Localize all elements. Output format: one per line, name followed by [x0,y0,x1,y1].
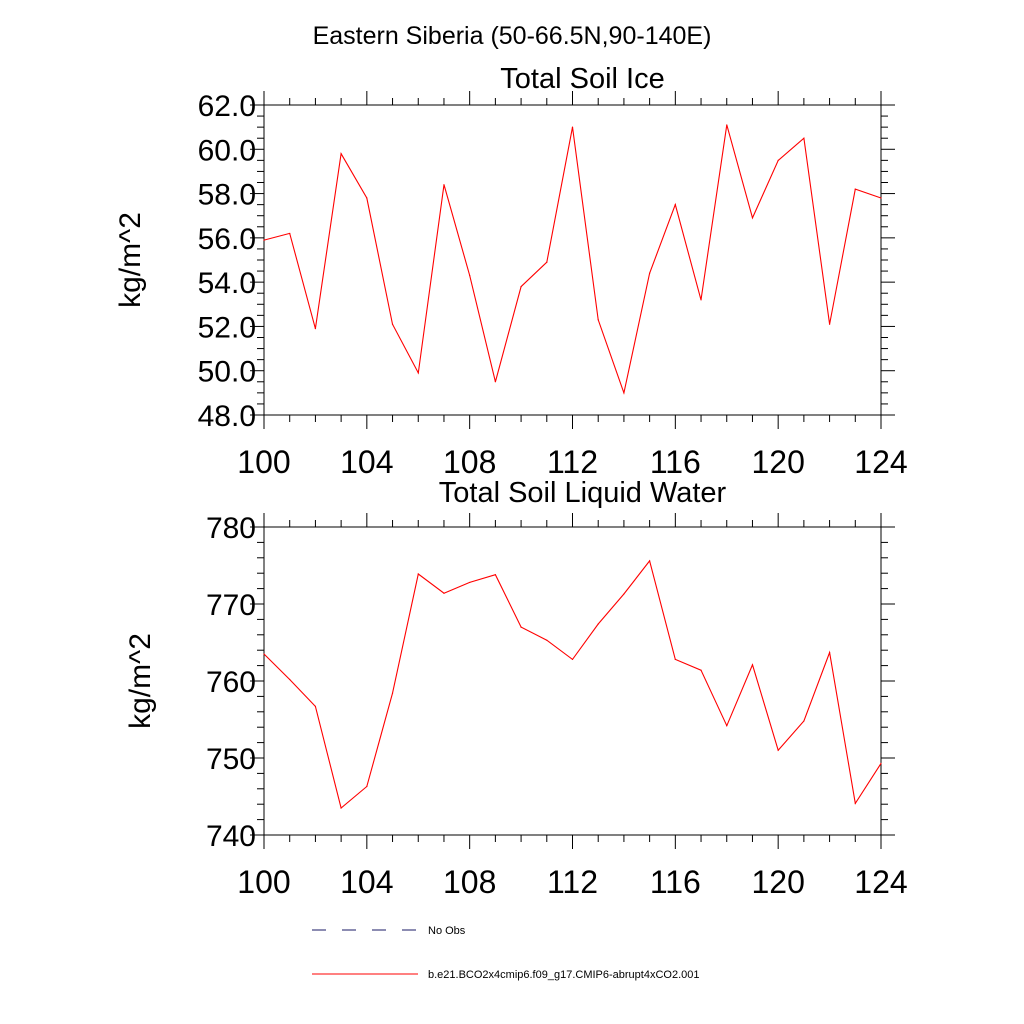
x-tick-label: 108 [443,864,496,900]
chart-title: Total Soil Ice [500,63,664,95]
data-point [314,328,317,330]
data-point [417,573,419,575]
data-point [340,807,342,809]
y-axis-label: kg/m^2 [114,212,147,308]
data-point [263,239,265,241]
y-axis-label: kg/m^2 [124,633,157,729]
data-point [366,785,368,788]
data-point [777,749,779,751]
data-point [443,184,445,186]
data-point [777,159,779,161]
legend: No Obs b.e21.BCO2x4cmip6.f09_g17.CMIP6-a… [312,925,700,981]
y-tick-label: 750 [206,743,256,776]
data-point [700,299,702,301]
data-point [726,124,728,126]
x-tick-label: 108 [443,444,496,480]
data-point [828,651,831,654]
data-point [391,692,394,694]
x-tick-label: 112 [547,864,598,900]
chart-panel-total-soil-ice: Total Soil Ice kg/m^2 100 104 108 112 116 120 12… [114,63,908,480]
x-tick-label: 100 [237,444,290,480]
data-point [674,204,676,206]
data-point [520,626,522,628]
data-point [597,623,599,625]
x-tick-label: 116 [650,864,701,900]
data-point [443,592,445,594]
data-point [751,217,754,219]
data-point [649,272,651,274]
x-tick-label: 120 [751,444,804,480]
x-tick-label: 116 [650,444,701,480]
data-point [649,560,651,562]
data-point [417,372,419,374]
y-tick-label: 54.0 [198,267,256,300]
data-point [340,153,342,155]
data-point [854,802,856,805]
data-point [571,658,574,661]
data-point [623,392,625,394]
data-point [803,720,805,722]
data-point [597,319,599,321]
data-point [571,126,574,128]
series-line [263,559,882,809]
legend-label-model-run: b.e21.BCO2x4cmip6.f09_g17.CMIP6-abrupt4x… [428,969,700,981]
data-point [674,658,676,661]
data-point [494,381,496,383]
data-point [700,669,702,671]
data-point [494,574,496,576]
data-point [854,188,856,190]
x-tick-label: 124 [854,864,907,900]
data-point [314,705,317,708]
x-tick-label: 124 [854,444,907,480]
y-tick-label: 52.0 [198,311,256,344]
data-point [880,762,882,764]
data-point [289,678,291,681]
data-point [546,639,548,641]
data-point [289,232,291,235]
x-tick-label: 112 [547,444,598,480]
y-tick-label: 760 [206,666,256,699]
y-tick-label: 50.0 [198,356,256,389]
y-tick-label: 740 [206,820,256,853]
figure-title: Eastern Siberia (50-66.5N,90-140E) [313,22,712,50]
y-tick-label: 60.0 [198,134,256,167]
y-tick-label: 58.0 [198,179,256,212]
legend-label-no-obs: No Obs [428,925,466,937]
x-tick-label: 120 [751,864,804,900]
data-point [546,261,548,263]
chart-panel-total-soil-liquid-water: Total Soil Liquid Water kg/m^2 100 104 108 11… [124,477,908,900]
data-point [366,197,368,199]
y-tick-label: 770 [206,589,256,622]
data-point [828,323,831,325]
series-line [263,124,882,395]
data-point [803,137,805,139]
data-point [751,664,754,666]
plot-frame [263,526,882,836]
y-tick-label: 48.0 [198,400,256,433]
data-point [726,725,728,727]
y-tick-label: 62.0 [198,90,256,123]
data-point [469,581,471,584]
y-tick-label: 56.0 [198,223,256,256]
data-point [469,274,471,277]
data-point [263,653,265,655]
y-tick-label: 780 [206,512,256,545]
x-tick-label: 100 [237,864,290,900]
data-point [391,323,394,325]
chart-title: Total Soil Liquid Water [439,477,727,509]
data-point [623,593,625,595]
data-point [520,285,522,288]
x-tick-label: 104 [340,444,393,480]
x-tick-label: 104 [340,864,393,900]
data-point [880,197,882,199]
